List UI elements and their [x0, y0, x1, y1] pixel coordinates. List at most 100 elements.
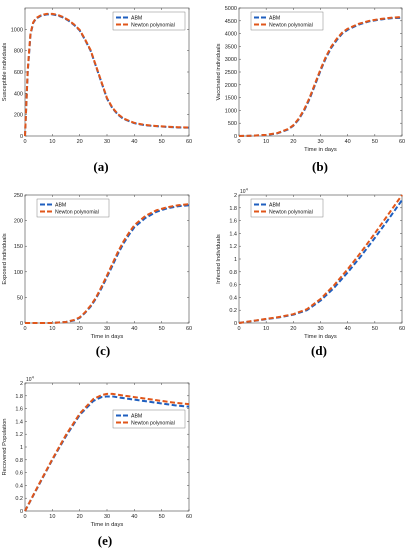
legend-box-a — [112, 11, 186, 31]
x-tick-label-d: 0 — [237, 326, 240, 332]
series-line-b-newton — [238, 15, 403, 137]
x-tick-label-e: 0 — [23, 514, 26, 520]
legend-label-b-newton: Newton polynomial — [269, 23, 313, 29]
x-tick-label-a: 0 — [23, 139, 26, 145]
x-tick-label-d: 30 — [317, 326, 323, 332]
x-axis-label-c: Time in days — [91, 334, 124, 340]
y-tick-label-d: 0 — [234, 321, 237, 327]
x-tick-label-a: 20 — [77, 139, 83, 145]
y-tick-label-c: 50 — [17, 295, 23, 301]
y-tick-label-b: 3500 — [225, 44, 237, 50]
legend-label-b-abm: ABM — [269, 16, 280, 22]
x-tick-label-a: 10 — [49, 139, 55, 145]
y-axis-label-e: Recovered Population — [2, 418, 8, 475]
y-axis-label-a: Susceptible individuals — [2, 43, 8, 102]
x-tick-label-d: 20 — [290, 326, 296, 332]
x-tick-label-d: 60 — [399, 326, 405, 332]
y-tick-label-e: 1.8 — [15, 394, 23, 400]
x-tick-label-a: 30 — [104, 139, 110, 145]
panel-a: (a) 0 10 20 30 40 50 6002004006008001000Suscep… — [2, 7, 192, 174]
legend-label-a-newton: Newton polynomial — [131, 23, 175, 29]
y-tick-label-b: 5000 — [225, 6, 237, 12]
y-tick-label-c: 0 — [20, 321, 23, 327]
y-tick-label-c: 250 — [14, 193, 23, 199]
x-tick-label-c: 10 — [49, 326, 55, 332]
y-tick-label-c: 150 — [14, 244, 23, 250]
x-tick-label-c: 50 — [159, 326, 165, 332]
legend-box-d — [250, 198, 324, 218]
panel-b-label: (b) — [312, 159, 328, 174]
y-tick-label-a: 800 — [14, 49, 23, 55]
legend-label-c-abm: ABM — [55, 203, 66, 209]
y-exponent-d: 104 — [240, 187, 249, 196]
x-tick-label-b: 60 — [399, 139, 405, 145]
y-tick-label-c: 200 — [14, 219, 23, 225]
x-axis-label-d: Time in days — [304, 334, 337, 340]
y-tick-label-b: 2500 — [225, 70, 237, 76]
y-tick-label-a: 1000 — [11, 27, 23, 33]
y-tick-label-d: 2 — [234, 193, 237, 199]
x-tick-label-d: 50 — [372, 326, 378, 332]
y-tick-label-e: 0.4 — [15, 483, 23, 489]
y-tick-label-b: 500 — [228, 121, 237, 127]
series-line-e-abm — [24, 395, 190, 512]
series-line-a-newton — [24, 12, 190, 137]
x-tick-label-e: 20 — [77, 514, 83, 520]
panel-d: (d) 0 10 20 30 40 50 60 0 0.2 0.4 0.6 0.8 1 1.2 1.4 1.6… — [216, 187, 405, 359]
legend-label-c-newton: Newton polynomial — [55, 210, 99, 216]
panel-d-label: (d) — [311, 343, 327, 358]
y-tick-label-b: 3000 — [225, 57, 237, 63]
x-tick-label-e: 50 — [159, 514, 165, 520]
series-line-e-newton — [24, 392, 190, 512]
x-tick-label-c: 30 — [104, 326, 110, 332]
legend-label-e-abm: ABM — [131, 414, 142, 420]
panel-c-label: (c) — [96, 343, 110, 358]
y-tick-label-e: 0 — [20, 509, 23, 515]
x-tick-label-d: 40 — [345, 326, 351, 332]
x-tick-label-b: 30 — [317, 139, 323, 145]
y-tick-label-b: 1000 — [225, 108, 237, 114]
x-tick-label-e: 40 — [131, 514, 137, 520]
y-tick-label-d: 1.2 — [229, 244, 237, 250]
y-tick-label-b: 4500 — [225, 19, 237, 25]
panel-e-label: (e) — [98, 533, 112, 548]
series-line-c-abm — [25, 204, 190, 324]
legend-box-e — [112, 409, 186, 429]
legend-box-c — [36, 198, 110, 218]
legend-box-b — [250, 11, 324, 31]
y-axis-label-c: Exposed individuals — [2, 233, 8, 284]
series-line-d-abm — [238, 199, 403, 324]
y-tick-label-a: 400 — [14, 91, 23, 97]
x-tick-label-c: 40 — [131, 326, 137, 332]
y-tick-label-a: 0 — [20, 134, 23, 140]
x-tick-label-b: 20 — [290, 139, 296, 145]
y-tick-label-e: 1.2 — [15, 432, 23, 438]
series-line-b-abm — [238, 16, 403, 137]
panel-c: (c) 0 10 20 30 40 50 60 0 50 100 150 200 250 Time in … — [2, 193, 192, 358]
y-tick-label-a: 200 — [14, 113, 23, 119]
y-tick-label-c: 100 — [14, 270, 23, 276]
legend-label-a-abm: ABM — [131, 16, 142, 22]
y-tick-label-e: 1 — [20, 445, 23, 451]
x-tick-label-b: 40 — [345, 139, 351, 145]
x-tick-label-a: 60 — [186, 139, 192, 145]
x-tick-label-c: 20 — [77, 326, 83, 332]
x-tick-label-e: 30 — [104, 514, 110, 520]
y-tick-label-b: 0 — [234, 134, 237, 140]
x-tick-label-c: 0 — [23, 326, 26, 332]
y-tick-label-d: 0.4 — [229, 295, 237, 301]
x-tick-label-a: 40 — [131, 139, 137, 145]
x-tick-label-e: 60 — [186, 514, 192, 520]
y-tick-label-d: 1 — [234, 257, 237, 263]
y-tick-label-b: 4000 — [225, 32, 237, 38]
x-tick-label-a: 50 — [159, 139, 165, 145]
y-tick-label-e: 0.2 — [15, 496, 23, 502]
x-tick-label-b: 50 — [372, 139, 378, 145]
y-exponent-power-e: 4 — [32, 375, 35, 380]
y-exponent-power-d: 4 — [246, 187, 249, 192]
y-tick-label-b: 1500 — [225, 96, 237, 102]
